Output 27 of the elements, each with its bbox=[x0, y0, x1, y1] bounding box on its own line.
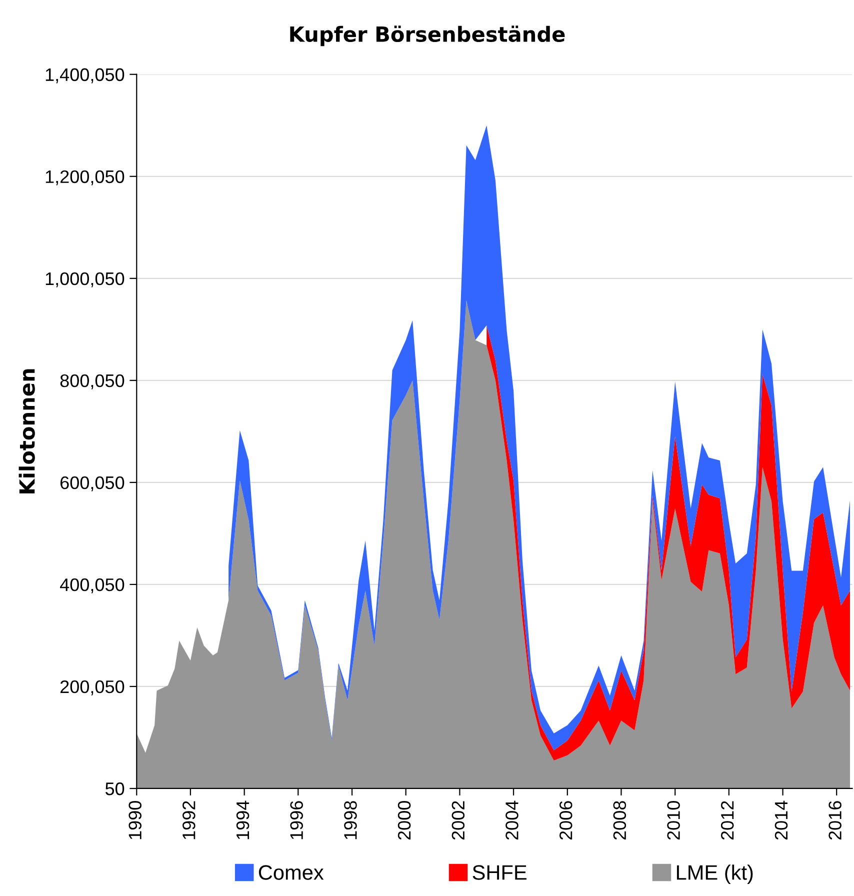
legend-label: LME (kt) bbox=[676, 864, 753, 884]
x-tick-label: 2016 bbox=[828, 801, 842, 840]
y-tick-label: 1,400,050 bbox=[46, 68, 124, 84]
x-tick-label: 2012 bbox=[720, 801, 734, 840]
y-tick-label: 50 bbox=[105, 782, 124, 796]
x-tick-label: 2010 bbox=[667, 800, 680, 840]
x-tick-label: 1992 bbox=[182, 801, 196, 840]
y-tick-label: 800,050 bbox=[60, 374, 124, 390]
x-tick-label: 1996 bbox=[290, 801, 303, 840]
y-axis-title: Kilotonnen bbox=[18, 369, 35, 494]
chart-title: Kupfer Börsenbestände bbox=[290, 26, 565, 46]
y-tick-label: 200,050 bbox=[60, 680, 124, 696]
x-tick-label: 1994 bbox=[236, 800, 250, 840]
legend-label: SHFE bbox=[472, 865, 526, 880]
x-tick-label: 2004 bbox=[506, 800, 518, 840]
x-tick-label: 1998 bbox=[344, 801, 357, 840]
x-tick-label: 2002 bbox=[452, 801, 465, 840]
y-tick-label: 1,000,050 bbox=[46, 272, 124, 288]
x-tick-label: 2000 bbox=[398, 800, 411, 840]
legend-label: Comex bbox=[258, 865, 324, 880]
x-tick-label: 1990 bbox=[128, 800, 142, 840]
y-tick-label: 400,050 bbox=[60, 578, 124, 594]
x-tick-label: 2008 bbox=[613, 801, 626, 840]
x-tick-label: 2006 bbox=[559, 801, 572, 840]
x-tick-label: 2014 bbox=[774, 800, 788, 840]
y-tick-label: 600,050 bbox=[60, 476, 124, 492]
y-tick-label: 1,200,050 bbox=[46, 170, 124, 186]
